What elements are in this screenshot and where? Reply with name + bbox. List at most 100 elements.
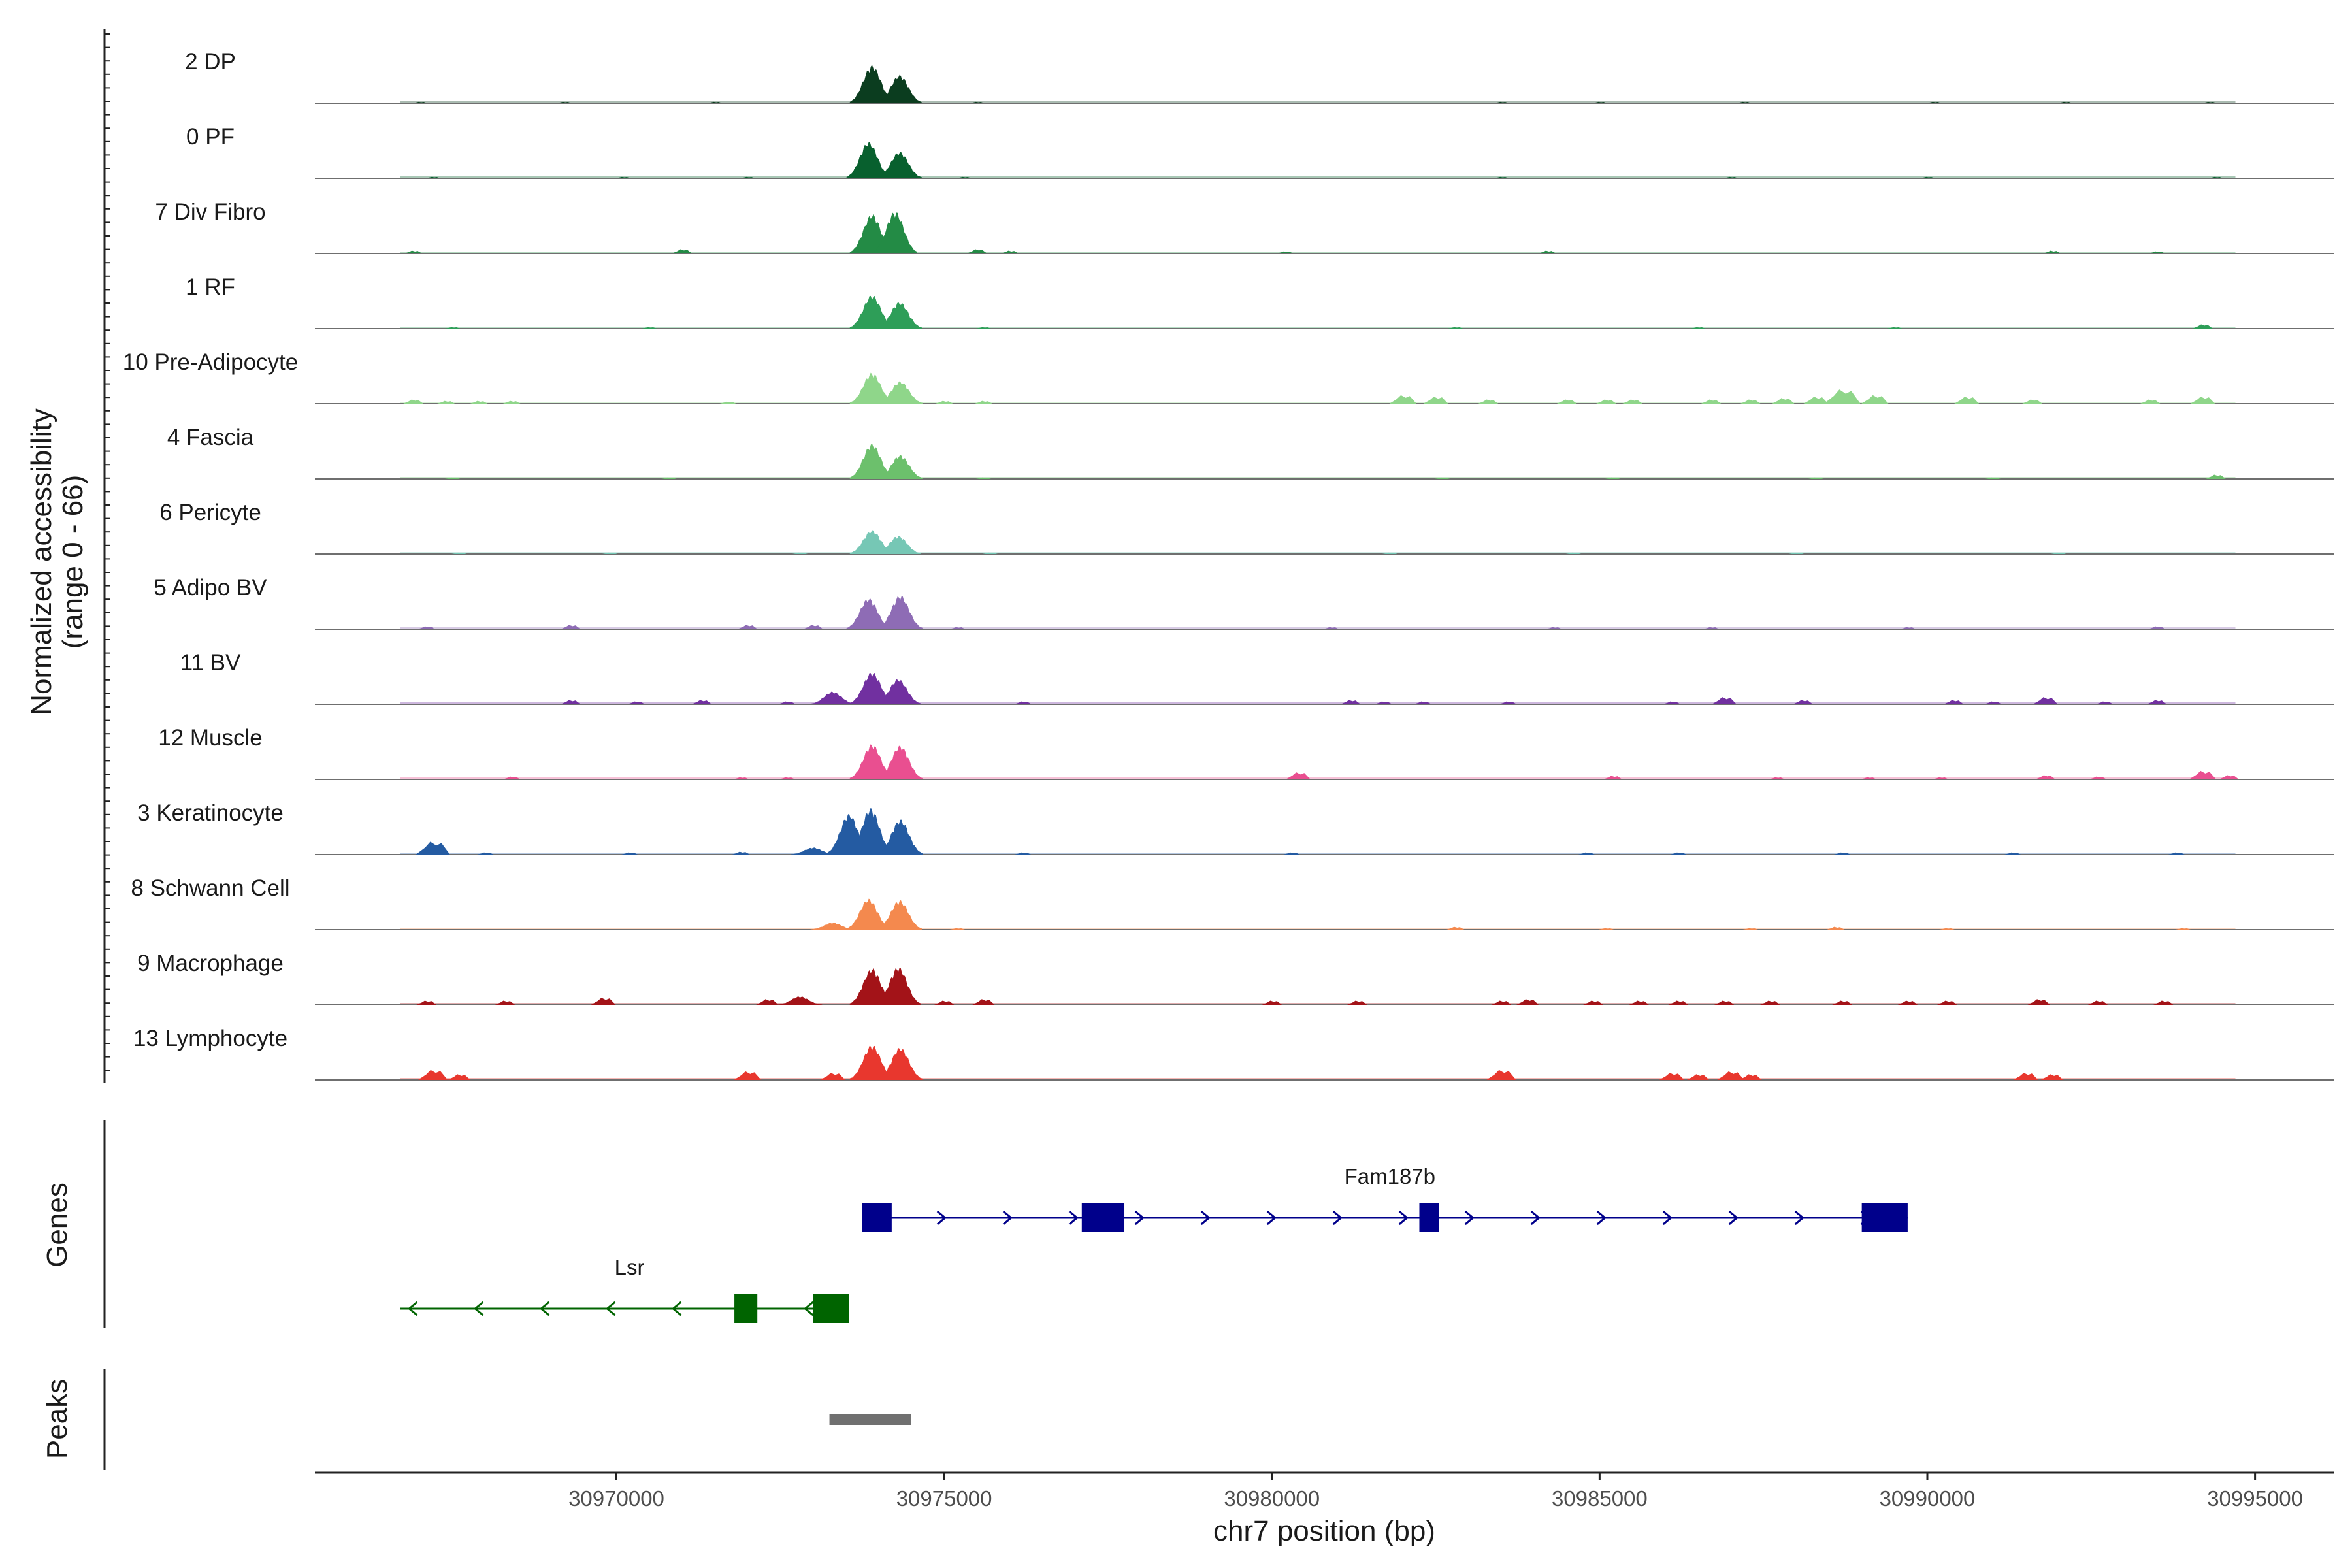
track-6-pericyte: 6 Pericyte <box>159 500 2334 555</box>
coverage-minor-peak <box>1578 852 1595 855</box>
strand-arrow <box>1464 1210 1475 1226</box>
coverage-minor-peak <box>425 176 441 178</box>
coverage-peak <box>877 455 923 479</box>
coverage-minor-peak <box>1772 398 1795 404</box>
coverage-minor-peak <box>2219 775 2239 779</box>
coverage-minor-peak <box>1833 852 1851 855</box>
coverage-tracks: 2 DP 0 PF 7 Div Fibro 1 RF 10 Pre-Adipocyte 4… <box>123 49 2334 1081</box>
coverage-minor-peak <box>1670 852 1687 855</box>
coverage-minor-peak <box>1788 552 1805 554</box>
coverage-minor-peak <box>1861 395 1889 404</box>
coverage-minor-peak <box>1740 399 1761 404</box>
coverage-minor-peak <box>2189 770 2217 779</box>
track-7-div-fibro: 7 Div Fibro <box>155 199 2334 254</box>
coverage-peak <box>877 152 922 178</box>
coverage-minor-peak <box>1711 697 1737 704</box>
coverage-minor-peak <box>1954 397 1980 404</box>
coverage-peak <box>877 819 923 855</box>
exon <box>813 1294 849 1323</box>
coverage-peak <box>877 74 922 103</box>
track-3-keratinocyte: 3 Keratinocyte <box>137 800 2334 855</box>
coverage-minor-peak <box>740 176 755 178</box>
coverage-minor-peak <box>1382 552 1398 554</box>
coverage-minor-peak <box>1717 1071 1744 1080</box>
coverage-minor-peak <box>1447 327 1463 329</box>
coverage-minor-peak <box>975 477 992 479</box>
coverage-minor-peak <box>820 1073 845 1080</box>
coverage-minor-peak <box>1943 700 1964 704</box>
coverage-minor-peak <box>556 101 572 103</box>
coverage-peak <box>849 1045 894 1080</box>
coverage-minor-peak <box>1516 999 1539 1005</box>
coverage-minor-peak <box>1545 627 1562 629</box>
background-signal <box>400 627 2236 629</box>
background-signal <box>400 777 2236 779</box>
coverage-minor-peak <box>1605 477 1621 479</box>
track-label: 3 Keratinocyte <box>137 800 284 826</box>
coverage-minor-peak <box>2035 775 2055 779</box>
coverage-minor-peak <box>1494 101 1509 103</box>
coverage-minor-peak <box>1736 101 1752 103</box>
background-signal <box>400 327 2236 328</box>
coverage-minor-peak <box>2004 852 2021 855</box>
track-label: 0 PF <box>186 124 235 150</box>
coverage-minor-peak <box>1887 327 1903 329</box>
coverage-minor-peak <box>404 250 423 253</box>
coverage-minor-peak <box>444 327 461 329</box>
coverage-minor-peak <box>2027 999 2050 1005</box>
coverage-minor-peak <box>1556 399 1577 404</box>
coverage-minor-peak <box>1322 627 1339 629</box>
strand-arrow <box>408 1301 418 1316</box>
coverage-minor-peak <box>1714 1000 1735 1005</box>
exon <box>1861 1203 1908 1232</box>
coverage-minor-peak <box>2148 251 2165 253</box>
strand-arrow <box>1200 1210 1211 1226</box>
coverage-minor-peak <box>1686 1074 1710 1080</box>
track-4-fascia: 4 Fascia <box>167 425 2334 480</box>
gene-label: Lsr <box>615 1255 645 1279</box>
coverage-minor-peak <box>627 701 645 704</box>
strand-arrow <box>1530 1210 1541 1226</box>
gene-lsr: Lsr <box>400 1255 849 1323</box>
coverage-minor-peak <box>732 851 750 855</box>
coverage-minor-peak <box>641 327 657 329</box>
coverage-minor-peak <box>734 1071 761 1080</box>
coverage-minor-peak <box>756 999 779 1005</box>
coverage-minor-peak <box>1985 477 2001 479</box>
coverage-minor-peak <box>1932 777 1949 779</box>
track-label: 13 Lymphocyte <box>133 1026 287 1051</box>
track-9-macrophage: 9 Macrophage <box>137 951 2334 1005</box>
coverage-minor-peak <box>803 625 823 629</box>
strand-arrow <box>474 1301 484 1316</box>
coverage-minor-peak <box>416 1000 436 1005</box>
coverage-minor-peak <box>495 1000 515 1005</box>
coverage-minor-peak <box>1413 701 1432 704</box>
strand-arrow <box>672 1301 682 1316</box>
coverage-minor-peak <box>2087 1000 2108 1005</box>
coverage-minor-peak <box>416 841 450 855</box>
coverage-minor-peak <box>1768 777 1785 779</box>
track-label: 9 Macrophage <box>137 951 284 976</box>
coverage-minor-peak <box>2057 101 2073 103</box>
background-signal <box>400 477 2236 478</box>
coverage-minor-peak <box>2040 1074 2063 1080</box>
coverage-minor-peak <box>1603 776 1622 779</box>
coverage-minor-peak <box>1919 176 1935 178</box>
coverage-minor-peak <box>1832 1000 1852 1005</box>
coverage-minor-peak <box>560 625 581 629</box>
x-tick-label: 30975000 <box>896 1486 992 1511</box>
exon <box>1081 1203 1125 1232</box>
coverage-peak <box>849 295 894 329</box>
coverage-minor-peak <box>1434 477 1450 479</box>
coverage-minor-peak <box>1742 928 1758 930</box>
coverage-minor-peak <box>2192 324 2213 329</box>
coverage-peak <box>846 142 891 178</box>
coverage-minor-peak <box>1622 399 1642 404</box>
coverage-minor-peak <box>956 176 972 178</box>
track-13-lymphocyte: 13 Lymphocyte <box>133 1026 2334 1081</box>
strand-arrow <box>936 1210 947 1226</box>
coverage-minor-peak <box>975 327 992 329</box>
coverage-minor-peak <box>1491 1000 1512 1005</box>
strand-arrow <box>1134 1210 1145 1226</box>
